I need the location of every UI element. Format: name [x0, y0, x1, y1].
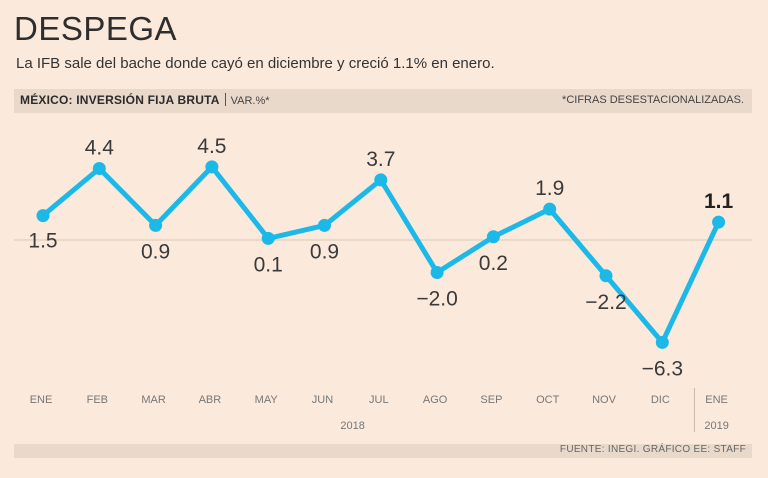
data-label: 1.9 [535, 177, 564, 200]
year-label: 2018 [340, 420, 364, 432]
data-point [205, 160, 219, 174]
series-title-group: MÉXICO: INVERSIÓN FIJA BRUTA VAR.%* [20, 93, 270, 107]
data-point [655, 335, 669, 349]
unit-label: VAR.%* [230, 95, 270, 107]
data-point [36, 209, 50, 223]
data-point [374, 173, 388, 187]
data-point [149, 218, 163, 232]
data-point [92, 162, 106, 175]
series-title: MÉXICO: INVERSIÓN FIJA BRUTA [20, 93, 220, 107]
data-point [599, 269, 613, 283]
x-tick-label: ENE [705, 394, 728, 406]
data-label: 0.9 [310, 240, 339, 263]
footnote: *CIFRAS DESESTACIONALIZADAS. [562, 94, 744, 106]
x-tick-label: JUL [369, 394, 389, 406]
data-label: 3.7 [366, 148, 395, 171]
footer-band: FUENTE: INEGI. GRÁFICO EE: STAFF [14, 444, 752, 458]
x-tick-label: AGO [423, 394, 448, 406]
data-point [261, 231, 275, 245]
chart-header-band: MÉXICO: INVERSIÓN FIJA BRUTA VAR.%* *CIFR… [14, 89, 752, 113]
data-point [712, 215, 726, 229]
data-label: 4.5 [197, 135, 226, 158]
x-tick-label: JUN [312, 394, 333, 406]
data-label: 4.4 [85, 137, 115, 160]
chart-subtitle: La IFB sale del bache donde cayó en dici… [16, 55, 495, 72]
data-label: 1.5 [28, 230, 57, 253]
x-tick-label: ABR [199, 394, 222, 406]
data-point [543, 202, 557, 216]
source-credit: FUENTE: INEGI. GRÁFICO EE: STAFF [559, 444, 746, 455]
chart-title: DESPEGA [14, 10, 178, 47]
data-label: 0.1 [254, 253, 283, 276]
data-point [486, 230, 500, 244]
band-divider [224, 93, 226, 106]
data-label: −2.2 [585, 291, 626, 314]
year-label: 2019 [704, 420, 728, 432]
data-label: −6.3 [642, 357, 683, 380]
x-tick-label: NOV [592, 394, 617, 406]
data-label: 0.2 [479, 252, 508, 275]
data-point [318, 218, 331, 232]
x-tick-label: MAY [255, 394, 279, 406]
x-tick-label: MAR [141, 394, 166, 406]
x-tick-label: OCT [536, 394, 560, 406]
x-tick-label: SEP [480, 394, 502, 406]
data-label: 1.1 [704, 190, 734, 213]
data-point [430, 266, 444, 279]
data-label: 0.9 [141, 240, 170, 263]
x-tick-label: DIC [651, 394, 670, 406]
x-tick-label: ENE [30, 394, 53, 406]
x-tick-label: FEB [87, 394, 108, 406]
data-label: −2.0 [416, 288, 457, 311]
